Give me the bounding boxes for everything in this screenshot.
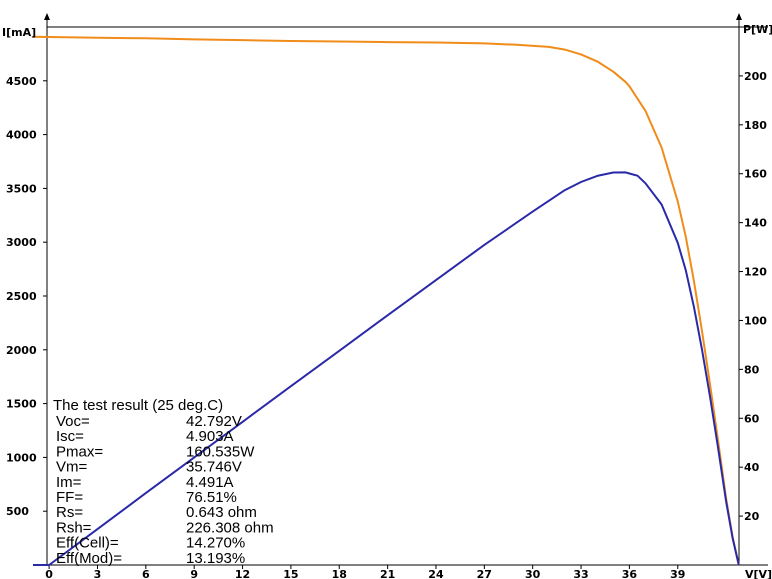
y-right-tick-label: 40 xyxy=(744,461,760,474)
x-tick-label: 39 xyxy=(670,568,685,579)
result-value: 4.903A xyxy=(186,428,234,445)
result-label: Voc= xyxy=(56,413,90,430)
y-left-tick-label: 4500 xyxy=(6,75,37,88)
result-value: 160.535W xyxy=(186,443,255,460)
right-axis-arrow xyxy=(736,13,742,20)
y-left-tick-label: 2000 xyxy=(6,344,37,357)
y-right-tick-label: 180 xyxy=(744,119,767,132)
x-tick-label: 9 xyxy=(190,568,198,579)
x-tick-label: 18 xyxy=(332,568,347,579)
y-right-tick-label: 100 xyxy=(744,314,767,327)
result-value: 14.270% xyxy=(186,535,245,552)
result-label: Rsh= xyxy=(56,519,92,536)
y-right-tick-label: 80 xyxy=(744,363,760,376)
result-label: Vm= xyxy=(56,459,88,476)
current-curve xyxy=(32,35,740,566)
x-tick-label: 15 xyxy=(283,568,298,579)
result-label: Eff(Mod)= xyxy=(56,550,122,567)
x-axis-label: V[V] xyxy=(745,568,772,579)
x-tick-label: 27 xyxy=(477,568,492,579)
x-tick-label: 21 xyxy=(380,568,395,579)
x-tick-label: 24 xyxy=(428,568,444,579)
x-tick-label: 12 xyxy=(235,568,250,579)
axes xyxy=(44,13,768,566)
y-right-tick-label: 120 xyxy=(744,266,767,279)
power-curve xyxy=(33,171,740,566)
y-left-tick-label: 3000 xyxy=(6,236,37,249)
x-tick-label: 6 xyxy=(142,568,150,579)
y-left-tick-label: 1000 xyxy=(6,451,37,464)
ticks: 0 3 6 9 12 15 18 21 24 27 30 33 36 395001000150020002… xyxy=(6,70,767,579)
result-label: Eff(Cell)= xyxy=(56,535,119,552)
y-right-tick-label: 160 xyxy=(744,168,767,181)
result-value: 42.792V xyxy=(186,413,242,430)
result-value: 226.308 ohm xyxy=(186,519,274,536)
result-label: Im= xyxy=(56,474,82,491)
x-tick-label: 3 xyxy=(94,568,102,579)
y-left-tick-label: 3500 xyxy=(6,182,37,195)
y-right-tick-label: 20 xyxy=(744,510,760,523)
x-tick-label: 36 xyxy=(622,568,638,579)
result-value: 35.746V xyxy=(186,459,242,476)
y-right-tick-label: 140 xyxy=(744,217,767,230)
results-heading: The test result (25 deg.C) xyxy=(53,397,223,414)
result-value: 13.193% xyxy=(186,550,245,567)
result-label: FF= xyxy=(56,489,83,506)
result-value: 0.643 ohm xyxy=(186,504,257,521)
x-tick-label: 0 xyxy=(45,568,53,579)
series xyxy=(32,35,740,566)
y-left-tick-label: 1500 xyxy=(6,398,37,411)
result-label: Isc= xyxy=(56,428,84,445)
y-left-tick-label: 2500 xyxy=(6,290,37,303)
result-value: 76.51% xyxy=(186,489,237,506)
y-left-axis-label: I[mA] xyxy=(2,26,36,39)
results-panel: The test result (25 deg.C) Voc= 42.792V Is… xyxy=(53,397,274,567)
y-left-tick-label: 4000 xyxy=(6,129,37,142)
result-label: Rs= xyxy=(56,504,83,521)
results-rows: Voc= 42.792V Isc= 4.903A Pmax= 160.535W Vm= 35.… xyxy=(56,413,274,567)
y-right-tick-label: 200 xyxy=(744,70,767,83)
y-left-tick-label: 500 xyxy=(6,505,29,518)
y-right-axis-label: P[W] xyxy=(743,23,772,36)
x-tick-label: 33 xyxy=(573,568,588,579)
y-right-tick-label: 60 xyxy=(744,412,760,425)
result-value: 4.491A xyxy=(186,474,234,491)
result-label: Pmax= xyxy=(56,443,103,460)
left-axis-arrow xyxy=(44,13,50,20)
x-tick-label: 30 xyxy=(525,568,541,579)
